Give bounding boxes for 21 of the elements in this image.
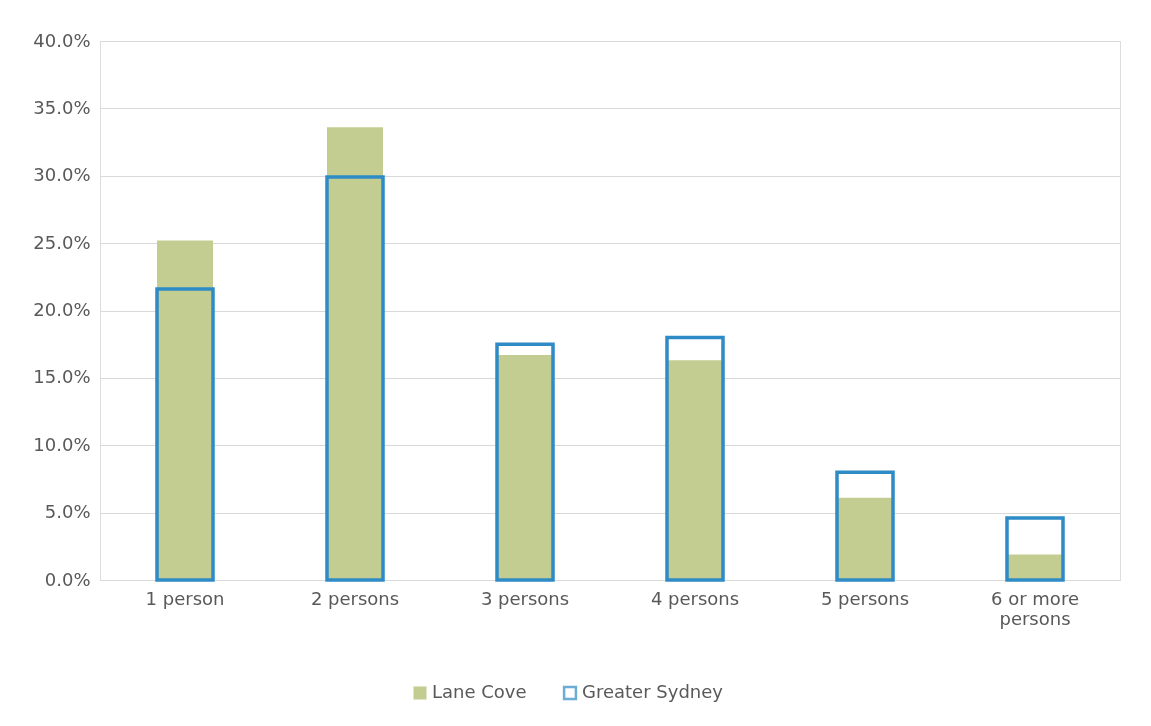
- bar: [157, 240, 213, 580]
- x-tick-label: 3 persons: [480, 587, 570, 609]
- bar: [667, 360, 723, 580]
- y-tick-label: 35.0%: [33, 96, 91, 118]
- bar: [837, 497, 893, 580]
- x-tick-label: 5 persons: [820, 587, 910, 609]
- y-tick-label: 10.0%: [33, 433, 91, 455]
- y-tick-label: 15.0%: [33, 366, 91, 388]
- x-tick-label: 6 or more persons: [991, 587, 1079, 629]
- bar: [327, 127, 383, 580]
- x-tick-label: 4 persons: [650, 587, 740, 609]
- y-tick-label: 40.0%: [33, 29, 91, 51]
- legend-label: Lane Cove: [432, 681, 527, 702]
- y-tick-label: 25.0%: [33, 231, 91, 253]
- legend-label: Greater Sydney: [582, 681, 724, 702]
- y-tick-label: 20.0%: [33, 299, 91, 320]
- y-tick-label: 0.0%: [44, 568, 91, 590]
- x-tick-label: 2 persons: [310, 587, 400, 609]
- x-tick-label: 1 person: [145, 587, 225, 609]
- y-tick-label: 5.0%: [44, 501, 91, 523]
- y-tick-label: 30.0%: [33, 164, 91, 186]
